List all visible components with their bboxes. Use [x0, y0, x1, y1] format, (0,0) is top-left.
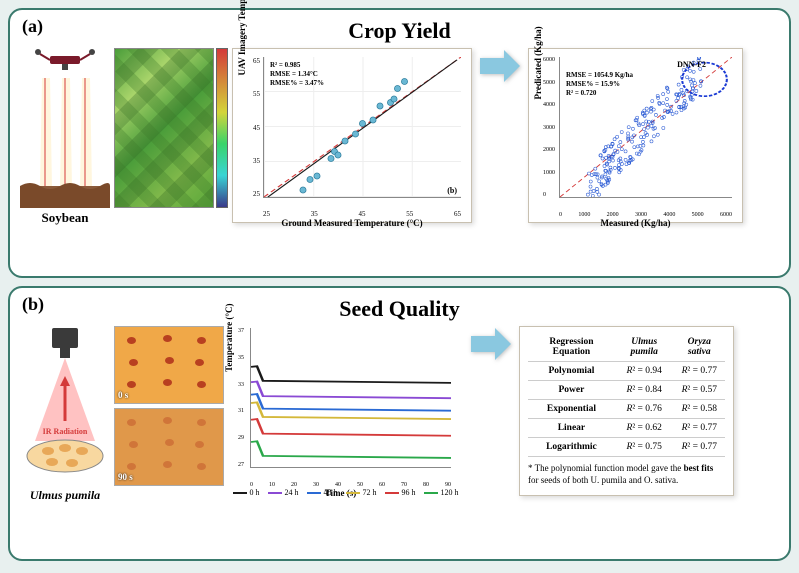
panel-a-label: (a) — [22, 16, 43, 37]
a2-stat-rmsep: RMSE% = 15.9% — [566, 80, 633, 89]
ir-image-90s: 90 s — [114, 408, 224, 486]
table-footnote: * The polynomial function model gave the… — [528, 463, 725, 486]
table-row: LinearR² = 0.62R² = 0.77 — [528, 419, 725, 438]
arrow-icon — [476, 48, 524, 84]
chart-a1-xlabel: Ground Measured Temperature (°C) — [241, 218, 463, 228]
legend-item: 0 h — [233, 488, 260, 497]
ir-image-0s: 0 s — [114, 326, 224, 404]
time-chart-legend: 0 h 24 h 48 h 72 h 96 h 120 h — [228, 488, 463, 497]
uav-vs-ground-temp-chart: UAV Imagery Temperature(°C) R² = 0.985 R… — [232, 48, 472, 223]
temperature-time-chart: Temperature (°C) 0102030405060708090 272… — [228, 326, 453, 486]
arrow-icon — [467, 326, 515, 362]
a2-stat-rmse: RMSE = 1054.9 Kg/ha — [566, 71, 633, 80]
yield-dnn-chart: Predicated (Kg/ha) DNN-F2 RMSE = 1054.9 … — [528, 48, 743, 223]
legend-item: 72 h — [346, 488, 377, 497]
panel-a-title: Crop Yield — [20, 18, 779, 44]
panel-b-title: Seed Quality — [20, 296, 779, 322]
a1-stat-rmse: RMSE = 1.34°C — [270, 70, 324, 79]
panel-b-label: (b) — [22, 294, 44, 315]
legend-item: 96 h — [385, 488, 416, 497]
uav-illustration — [20, 48, 110, 208]
table-row: PowerR² = 0.84R² = 0.57 — [528, 381, 725, 400]
soybean-label: Soybean — [20, 210, 110, 226]
chart-a2-xlabel: Measured (Kg/ha) — [537, 218, 734, 228]
regression-table: Regression Equation Ulmus pumila Oryza s… — [519, 326, 734, 496]
chart-a2-ylabel: Predicated (Kg/ha) — [533, 26, 543, 99]
ir-badge-0s: 0 s — [118, 390, 128, 400]
legend-item: 120 h — [424, 488, 459, 497]
panel-seed-quality: (b) Seed Quality IR Radiation — [8, 286, 791, 561]
note-prefix: * The polynomial function model gave the — [528, 463, 684, 473]
th-eq: Regression Equation — [528, 333, 615, 362]
a1-stat-r2: R² = 0.985 — [270, 61, 324, 70]
legend-item: 48 h — [307, 488, 338, 497]
legend-item: 24 h — [268, 488, 299, 497]
a2-stat-r2: R² = 0.720 — [566, 89, 633, 98]
ulmus-label: Ulmus pumila — [20, 488, 110, 503]
a2-model-label: DNN-F2 — [677, 60, 706, 69]
table-row: PolynomialR² = 0.94R² = 0.77 — [528, 362, 725, 381]
note-bold: best fits — [684, 463, 714, 473]
th-ulmus: Ulmus pumila — [615, 333, 674, 362]
th-oryza: Oryza sativa — [674, 333, 725, 362]
time-chart-ylabel: Temperature (°C) — [224, 303, 234, 371]
thermal-field-image — [114, 48, 214, 208]
table-row: ExponentialR² = 0.76R² = 0.58 — [528, 400, 725, 419]
note-suffix: for seeds of both U. pumila and O. sativ… — [528, 475, 678, 485]
panel-crop-yield: (a) Crop Yield — [8, 8, 791, 278]
a1-stat-rmsep: RMSE% = 3.47% — [270, 79, 324, 88]
ir-camera-illustration: IR Radiation — [20, 326, 110, 486]
a1-subtag: (b) — [447, 186, 457, 195]
table-row: LogarithmicR² = 0.75R² = 0.77 — [528, 438, 725, 457]
ir-badge-90s: 90 s — [118, 472, 133, 482]
chart-a1-ylabel: UAV Imagery Temperature(°C) — [237, 0, 247, 75]
svg-text:IR Radiation: IR Radiation — [43, 427, 88, 436]
ir-seed-images: 0 s 90 s — [114, 326, 224, 486]
thermal-colorbar — [216, 48, 228, 208]
